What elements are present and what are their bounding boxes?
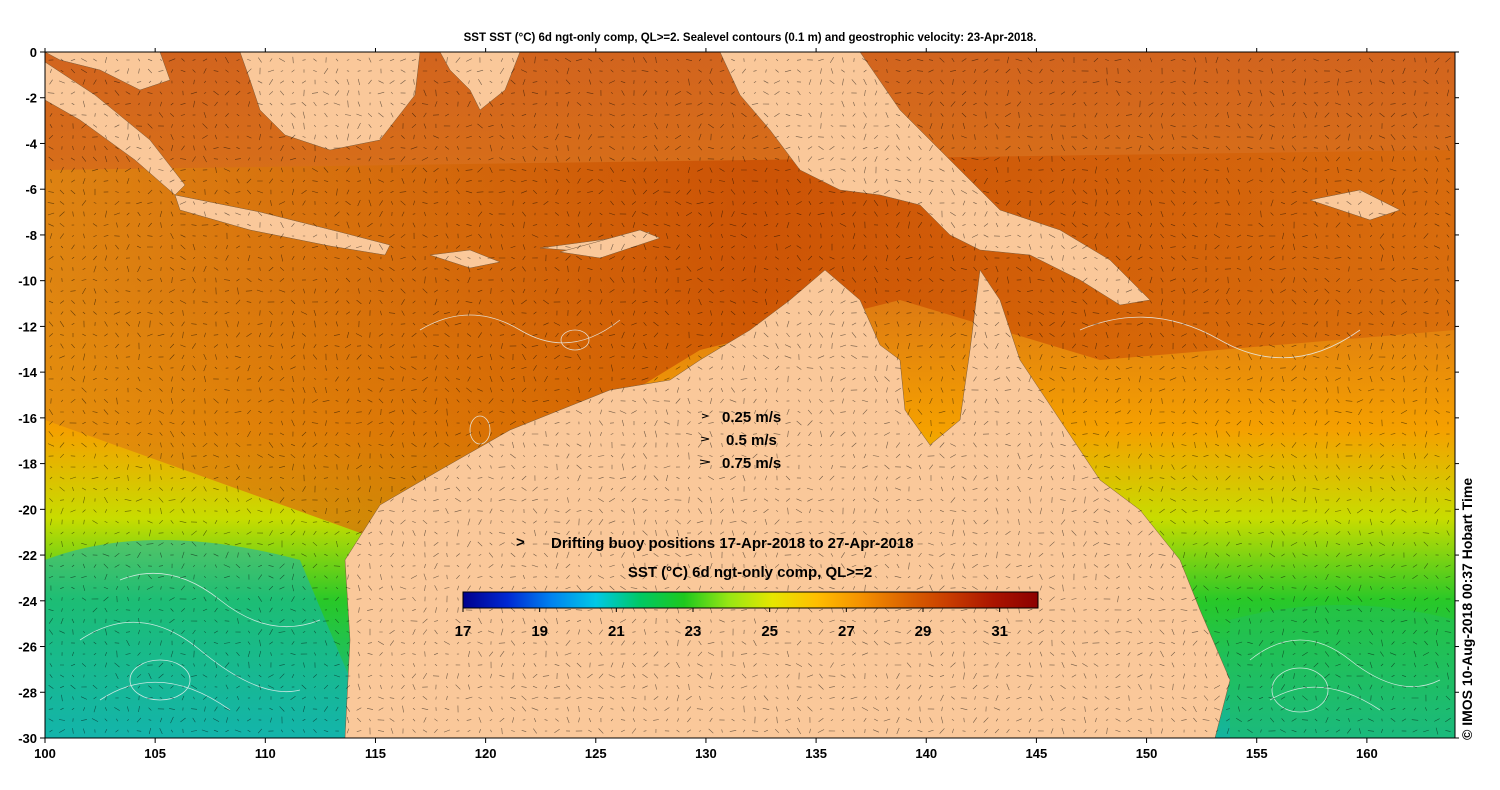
colorbar-tick-label: 27 (838, 623, 855, 640)
y-tick-label: -30 (18, 731, 37, 746)
y-tick-label: -16 (18, 411, 37, 426)
sst-colorbar: SST (°C) 6d ngt-only comp, QL>=2 17 19 21 2… (455, 564, 1039, 640)
y-axis: 0 -2 -4 -6 -8 -10 -12 -14 -16 -18 -20 -22 -24 -26 -28 -… (18, 45, 1459, 746)
borneo (239, 52, 421, 151)
contour-line (1269, 686, 1381, 711)
warm-water-band (45, 150, 1455, 540)
contour-line (79, 621, 301, 693)
y-tick-label: -6 (25, 182, 37, 197)
velocity-scale-arrow (699, 459, 711, 465)
malay-peninsula (45, 52, 171, 91)
y-tick-label: 0 (30, 45, 37, 60)
colorbar-gradient (462, 591, 1039, 609)
cool-water-southeast (1230, 605, 1455, 738)
y-tick-label: -14 (18, 365, 38, 380)
java (174, 194, 391, 256)
y-tick-label: -20 (18, 502, 37, 517)
y-tick-label: -2 (25, 91, 37, 106)
geostrophic-velocity-arrows (47, 56, 1452, 735)
y-tick-label: -10 (18, 274, 37, 289)
colorbar-tick-label: 17 (455, 623, 472, 640)
colorbar-tick-label: 25 (761, 623, 778, 640)
x-tick-label: 140 (915, 746, 937, 761)
velocity-scale-label: 0.25 m/s (722, 409, 781, 426)
contour-line (99, 681, 231, 711)
velocity-scale-arrow (701, 413, 710, 419)
velocity-scale-label: 0.5 m/s (726, 432, 777, 449)
y-tick-label: -22 (18, 548, 37, 563)
colorbar-ticks: 17 19 21 23 25 27 29 31 (455, 608, 1008, 640)
buoy-marker-symbol: > (516, 534, 525, 551)
x-tick-label: 120 (475, 746, 497, 761)
credit-text: © IMOS 10-Aug-2018 00:37 Hobart Time (1459, 478, 1475, 740)
x-tick-label: 105 (144, 746, 166, 761)
colorbar-title: SST (°C) 6d ngt-only comp, QL>=2 (628, 564, 872, 581)
x-axis: 100 105 110 115 120 125 130 135 140 145 150 155 160 (34, 48, 1378, 761)
buoy-legend-label: Drifting buoy positions 17-Apr-2018 to 2… (551, 535, 914, 552)
x-tick-label: 100 (34, 746, 56, 761)
contour-eddy (469, 415, 491, 445)
buoy-legend: > Drifting buoy positions 17-Apr-2018 to… (516, 534, 914, 552)
map-frame (44, 51, 1456, 739)
velocity-legend: 0.25 m/s 0.5 m/s 0.75 m/s (699, 409, 781, 472)
colorbar-tick-label: 19 (531, 623, 548, 640)
y-tick-label: -8 (25, 228, 37, 243)
cool-water-southwest (45, 540, 375, 738)
y-tick-label: -24 (18, 594, 38, 609)
sealevel-contours (79, 314, 1441, 713)
y-tick-label: -4 (25, 136, 37, 151)
colorbar-tick-label: 21 (608, 623, 625, 640)
x-tick-label: 155 (1246, 746, 1268, 761)
colorbar-tick-label: 29 (915, 623, 932, 640)
contour-line (1079, 316, 1361, 359)
x-tick-label: 110 (255, 746, 276, 761)
x-tick-label: 160 (1356, 746, 1378, 761)
x-tick-label: 125 (585, 746, 607, 761)
x-tick-label: 135 (805, 746, 827, 761)
new-guinea (719, 52, 1151, 306)
sulawesi (439, 52, 521, 111)
colorbar-tick-label: 23 (685, 623, 702, 640)
map-title: SST SST (°C) 6d ngt-only comp, QL>=2. Se… (464, 32, 1037, 44)
x-tick-label: 145 (1026, 746, 1048, 761)
y-tick-label: -26 (18, 640, 37, 655)
contour-eddy (560, 329, 590, 351)
contour-line (1249, 639, 1441, 688)
y-tick-label: -28 (18, 685, 37, 700)
x-tick-label: 150 (1136, 746, 1158, 761)
contour-eddy (1271, 667, 1329, 713)
velocity-arrow-field (47, 56, 1452, 735)
contour-eddy (129, 659, 191, 701)
colorbar-tick-label: 31 (991, 623, 1008, 640)
y-tick-label: -12 (18, 319, 37, 334)
new-britain (1309, 189, 1401, 221)
velocity-scale-label: 0.75 m/s (722, 455, 781, 472)
x-tick-label: 130 (695, 746, 717, 761)
x-tick-label: 115 (365, 746, 386, 761)
velocity-scale-arrow (700, 436, 710, 442)
landmasses (45, 52, 1401, 738)
contour-line (419, 314, 621, 344)
australia (344, 269, 1231, 738)
map-area (45, 52, 1455, 738)
contour-line (119, 572, 321, 628)
y-tick-label: -18 (18, 457, 37, 472)
